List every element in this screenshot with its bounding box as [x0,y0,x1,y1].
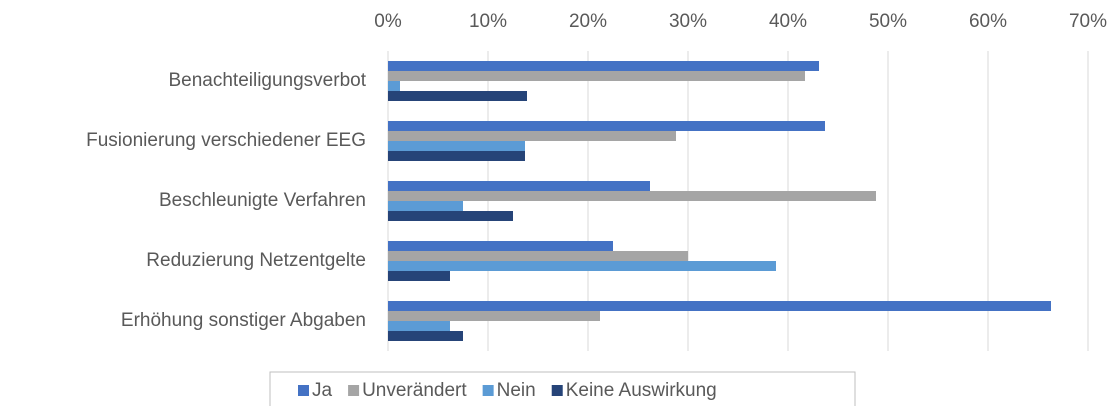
bar [388,71,805,81]
legend-label: Ja [312,380,333,401]
x-tick-label: 50% [869,11,907,32]
y-tick-label: Beschleunigte Verfahren [159,190,366,211]
bar [388,261,776,271]
bar [388,211,513,221]
bar [388,61,819,71]
y-tick-label: Erhöhung sonstiger Abgaben [121,310,366,331]
bar [388,311,600,321]
legend-label: Keine Auswirkung [566,380,717,401]
bar [388,181,650,191]
bar [388,191,876,201]
bar [388,241,613,251]
bar [388,251,688,261]
x-tick-label: 0% [374,11,402,32]
bar [388,121,825,131]
bar [388,331,463,341]
x-tick-label: 30% [669,11,707,32]
legend-label: Nein [497,380,536,401]
x-tick-label: 20% [569,11,607,32]
y-tick-label: Fusionierung verschiedener EEG [86,130,366,151]
x-tick-label: 40% [769,11,807,32]
y-tick-label: Benachteiligungsverbot [168,70,366,91]
bar [388,91,527,101]
bar [388,151,525,161]
legend-label: Unverändert [362,380,467,401]
legend-swatch [348,385,360,396]
y-tick-label: Reduzierung Netzentgelte [146,250,366,271]
bar [388,321,450,331]
x-tick-label: 60% [969,11,1007,32]
legend-swatch [298,385,309,396]
x-tick-label: 70% [1069,11,1107,32]
bar [388,201,463,211]
legend-swatch [551,385,563,396]
x-tick-label: 10% [469,11,507,32]
bar [388,81,400,91]
bar [388,301,1051,311]
bar [388,271,450,281]
bar [388,141,525,151]
bar [388,131,676,141]
legend-swatch [482,385,494,396]
